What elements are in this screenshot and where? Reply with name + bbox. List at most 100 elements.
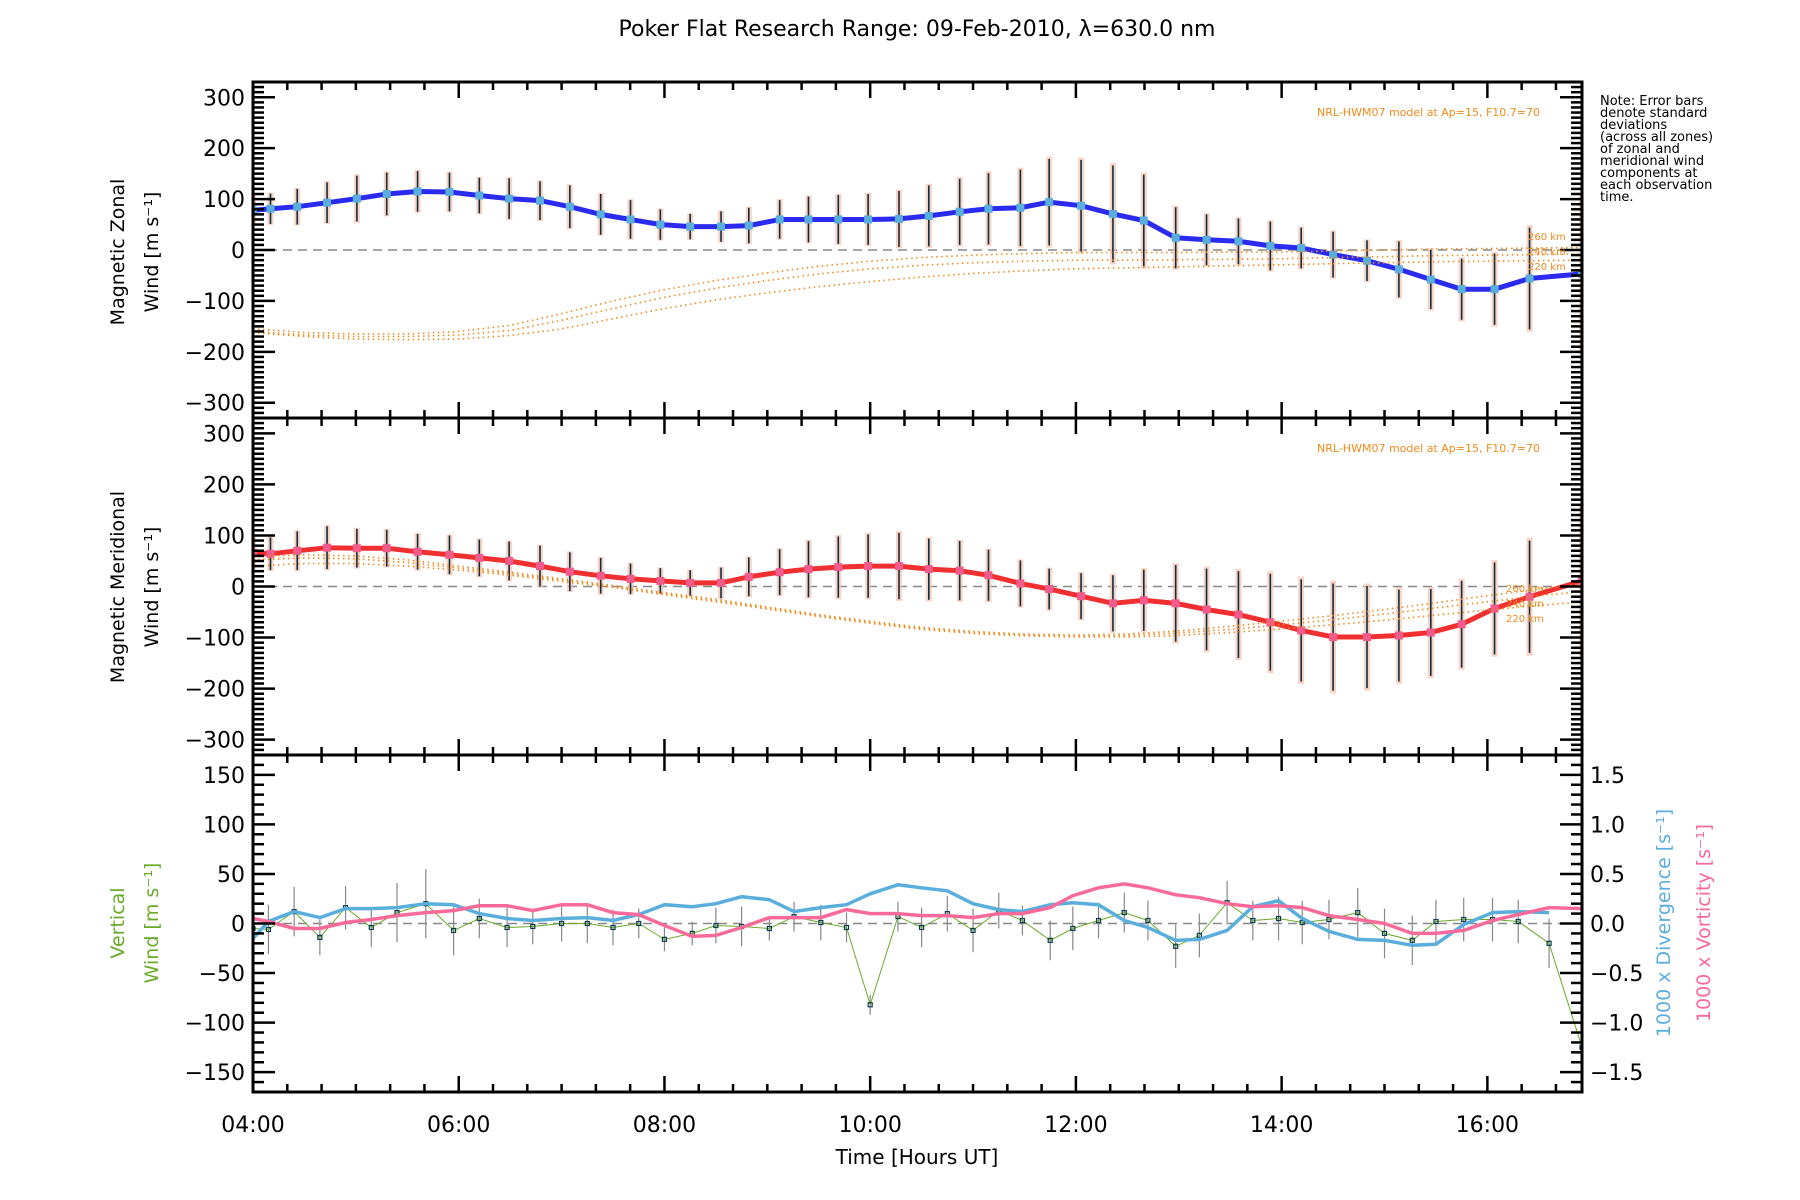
- y-tick-label: 150: [203, 764, 245, 789]
- zonal-data-point: [535, 196, 544, 205]
- alt-label-240-meridional: 240 km: [1506, 599, 1544, 610]
- vertical-data-point: [253, 925, 256, 932]
- zonal-data-point: [565, 202, 574, 211]
- meridional-data-point: [955, 566, 964, 575]
- zonal-data-point: [1394, 265, 1403, 274]
- meridional-data-point: [475, 553, 484, 562]
- plot-area: [253, 868, 1582, 1068]
- y-tick-label: 100: [203, 813, 245, 838]
- vorticity-ylabel: 1000 x Vorticity [s⁻¹]: [1693, 824, 1715, 1022]
- alt-label-260-meridional: 260 km: [1506, 584, 1544, 595]
- vertical-data-point: [1070, 925, 1076, 932]
- x-tick-label: 14:00: [1250, 1113, 1313, 1138]
- y-tick-label: −300: [185, 729, 245, 754]
- meridional-wind-panel: 300 200 100 0 −100 −200 −300: [185, 416, 1584, 757]
- y-tick-label: 0: [231, 576, 245, 601]
- zonal-data-point: [505, 194, 514, 203]
- vertical-data-point: [1047, 937, 1053, 943]
- zonal-data-point: [864, 215, 873, 224]
- meridional-data-point: [1139, 596, 1148, 605]
- x-tick-label: 06:00: [427, 1113, 490, 1138]
- zonal-data-point: [1426, 275, 1435, 284]
- vertical-data-point: [970, 927, 976, 934]
- vertical-data-point: [1145, 917, 1151, 924]
- alt-label-240-zonal: 240 km: [1528, 247, 1566, 258]
- meridional-data-point: [924, 565, 933, 574]
- meridional-ylabel-line2: Wind [m s⁻¹]: [141, 527, 163, 648]
- meridional-data-point: [744, 572, 753, 581]
- zonal-data-point: [445, 187, 454, 196]
- y-tick-label: −150: [185, 1061, 245, 1086]
- zonal-data-point: [1016, 203, 1025, 212]
- y-tick-label: 300: [203, 86, 245, 111]
- vertical-data-point: [867, 1002, 873, 1008]
- zonal-data-point: [955, 207, 964, 216]
- x-tick-label: 08:00: [633, 1113, 696, 1138]
- meridional-data-point: [834, 563, 843, 572]
- x-axis-tick-labels: 04:00 06:00 08:00 10:00 12:00 14:00 16:00: [221, 1113, 1519, 1138]
- zonal-data-point: [804, 215, 813, 224]
- zonal-data-point: [1329, 250, 1338, 259]
- meridional-data-point: [1045, 585, 1054, 594]
- x-tick-label: 12:00: [1044, 1113, 1107, 1138]
- right-tick-label: −1.0: [1590, 1012, 1643, 1037]
- meridional-data-point: [717, 578, 726, 587]
- y-tick-label: −300: [185, 392, 245, 417]
- zonal-data-point: [266, 204, 275, 213]
- zonal-data-point: [924, 211, 933, 220]
- zonal-data-point: [1171, 233, 1180, 242]
- zonal-ylabel-line1: Magnetic Zonal: [107, 179, 129, 326]
- vorticity-line: [253, 882, 1582, 939]
- meridional-data-point: [1202, 605, 1211, 614]
- vertical-data-point: [713, 922, 719, 929]
- vertical-data-point: [1299, 919, 1305, 926]
- vertical-data-point: [1579, 1044, 1582, 1050]
- zonal-data-point: [984, 204, 993, 213]
- vertical-data-point: [584, 920, 590, 927]
- meridional-wind-line: [253, 545, 1582, 640]
- meridional-data-point: [775, 568, 784, 577]
- meridional-data-point: [1525, 592, 1534, 601]
- meridional-data-point: [445, 550, 454, 559]
- x-tick-label: 10:00: [838, 1113, 901, 1138]
- vertical-data-point: [843, 924, 850, 931]
- vertical-data-point: [766, 925, 772, 932]
- zonal-data-point: [596, 210, 605, 219]
- right-tick-label: 1.5: [1590, 764, 1625, 789]
- zonal-data-point: [1457, 285, 1466, 294]
- meridional-data-point: [253, 548, 257, 557]
- zonal-data-point: [382, 190, 391, 198]
- right-tick-label: −0.5: [1590, 962, 1643, 987]
- vertical-data-point: [317, 934, 323, 940]
- vertical-data-point: [818, 919, 824, 926]
- vertical-data-point: [265, 926, 272, 933]
- meridional-data-point: [626, 574, 635, 583]
- x-tick-label: 04:00: [221, 1113, 284, 1138]
- vertical-data-point: [368, 924, 374, 931]
- vertical-data-point: [558, 920, 565, 927]
- zonal-data-point: [1108, 209, 1117, 218]
- divergence-ylabel-text: 1000 x Divergence [s⁻¹]: [1653, 809, 1675, 1037]
- vertical-data-point: [661, 936, 668, 942]
- meridional-data-point: [984, 571, 993, 580]
- y-tick-label: −50: [199, 962, 245, 987]
- meridional-data-point: [1394, 631, 1403, 640]
- y-tick-label: 50: [217, 863, 245, 888]
- y-tick-label: 0: [231, 239, 245, 264]
- meridional-data-point: [1457, 620, 1466, 629]
- zonal-data-point: [686, 222, 695, 231]
- zonal-data-point: [626, 215, 635, 224]
- y-tick-label: 200: [203, 473, 245, 498]
- zonal-data-point: [293, 202, 302, 211]
- zonal-data-point: [1266, 241, 1275, 250]
- y-tick-label: 300: [203, 422, 245, 447]
- right-tick-label: −1.5: [1590, 1061, 1643, 1086]
- vertical-data-point: [1355, 909, 1361, 916]
- vertical-data-point: [610, 924, 616, 931]
- zonal-data-point: [894, 214, 903, 223]
- meridional-data-point: [323, 543, 332, 552]
- meridional-data-point: [565, 567, 574, 576]
- zonal-wind-line: [253, 188, 1582, 292]
- y-tick-label: 100: [203, 188, 245, 213]
- right-tick-label: 0.0: [1590, 913, 1625, 938]
